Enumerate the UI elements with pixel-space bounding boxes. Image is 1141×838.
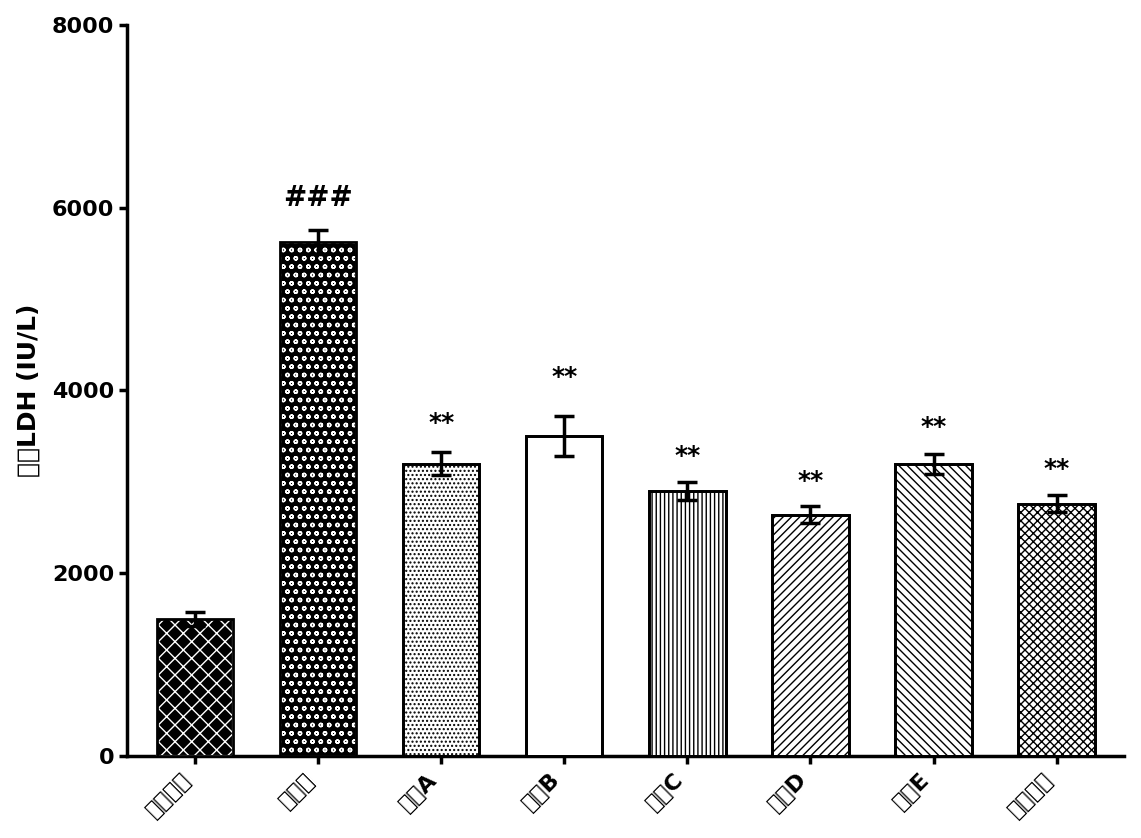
- Bar: [403, 463, 479, 756]
- Bar: [526, 436, 602, 756]
- Bar: [526, 436, 602, 756]
- Text: **: **: [1044, 458, 1070, 481]
- Text: **: **: [921, 415, 947, 439]
- Text: **: **: [428, 411, 454, 435]
- Text: ###: ###: [283, 184, 353, 212]
- Bar: [649, 491, 726, 756]
- Bar: [280, 242, 356, 756]
- Bar: [772, 515, 849, 756]
- Bar: [896, 463, 972, 756]
- Bar: [772, 515, 849, 756]
- Bar: [1019, 504, 1095, 756]
- Bar: [403, 463, 479, 756]
- Bar: [1019, 504, 1095, 756]
- Text: **: **: [674, 444, 701, 468]
- Bar: [157, 619, 233, 756]
- Y-axis label: 血清LDH (IU/L): 血清LDH (IU/L): [17, 303, 41, 477]
- Bar: [649, 491, 726, 756]
- Text: **: **: [551, 365, 577, 389]
- Bar: [157, 619, 233, 756]
- Bar: [896, 463, 972, 756]
- Bar: [280, 242, 356, 756]
- Text: **: **: [798, 469, 824, 494]
